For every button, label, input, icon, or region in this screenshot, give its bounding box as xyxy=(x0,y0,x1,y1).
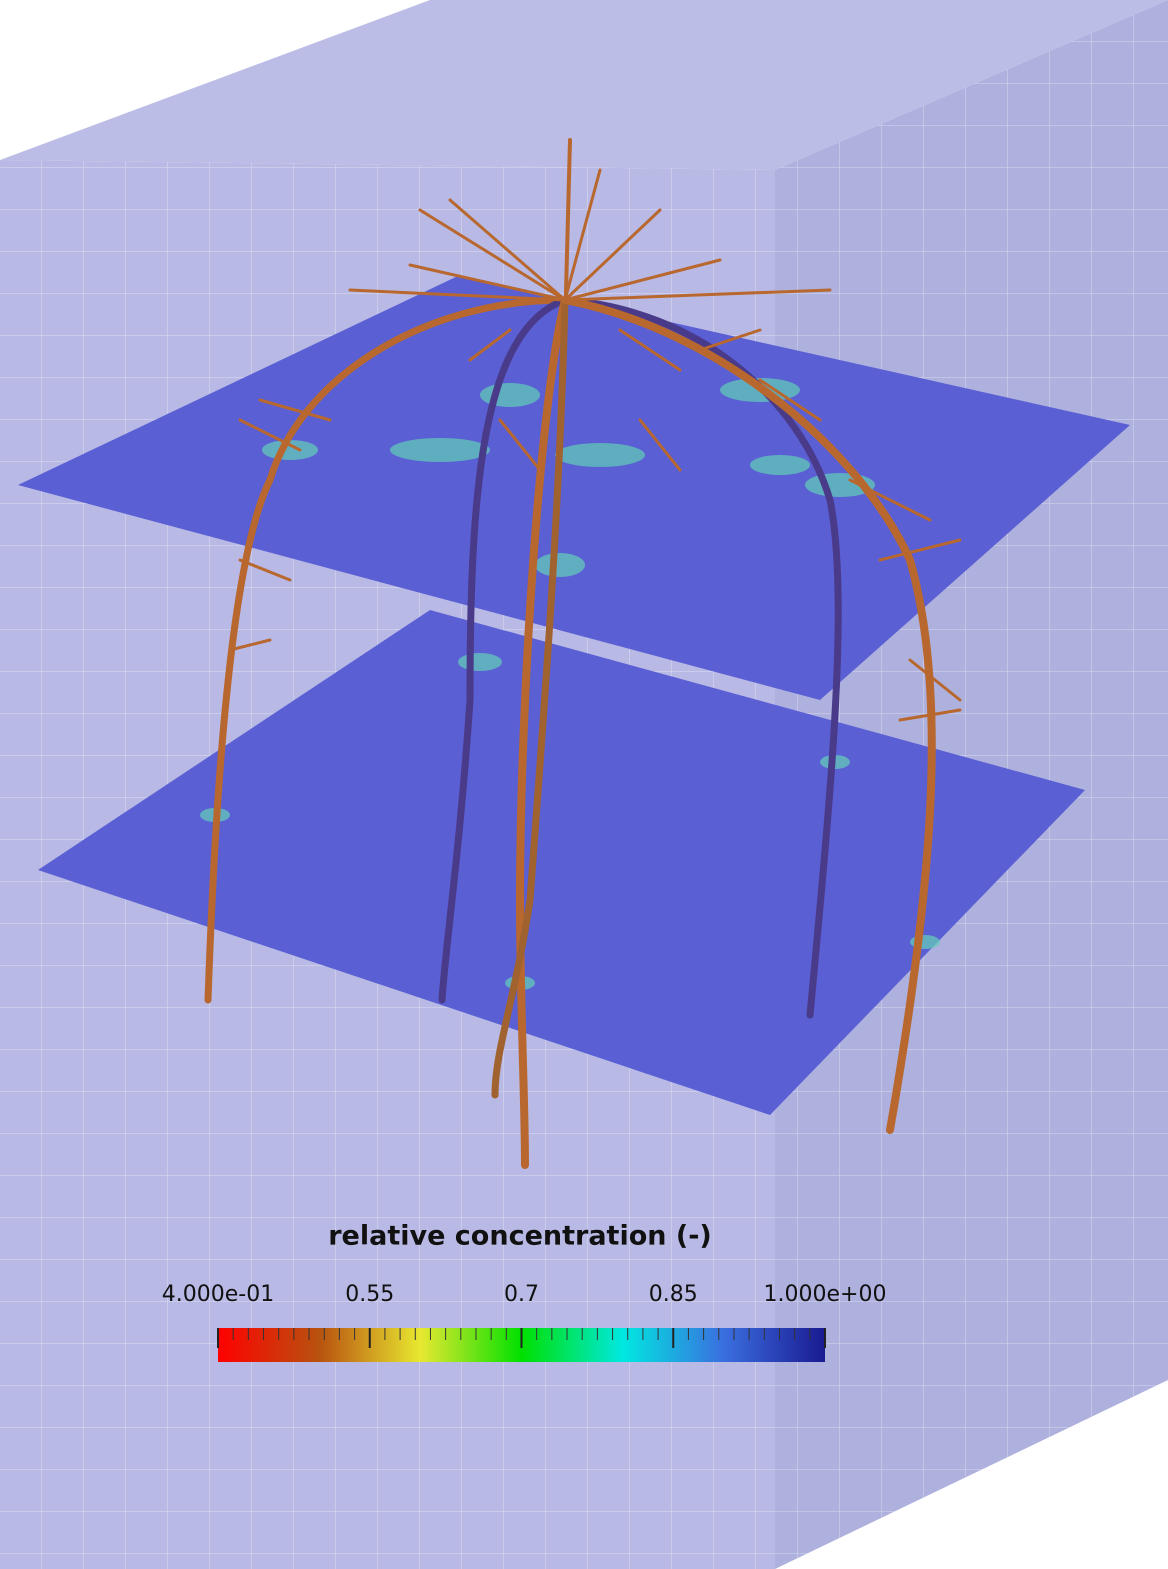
tick-label: 1.000e+00 xyxy=(764,1282,887,1307)
colorbar: 4.000e-01 0.55 0.7 0.85 1.000e+00 xyxy=(162,1282,887,1362)
root-system xyxy=(204,138,962,1169)
tick-label: 4.000e-01 xyxy=(162,1282,274,1307)
upper-slice xyxy=(18,275,1130,700)
colorbar-title: relative concentration (-) xyxy=(328,1221,712,1252)
slices xyxy=(18,275,1130,1115)
tick-label: 0.55 xyxy=(345,1282,394,1307)
box-top xyxy=(0,0,1168,170)
tick-label: 0.7 xyxy=(504,1282,539,1307)
tick-label: 0.85 xyxy=(649,1282,698,1307)
lower-slice xyxy=(38,610,1085,1115)
